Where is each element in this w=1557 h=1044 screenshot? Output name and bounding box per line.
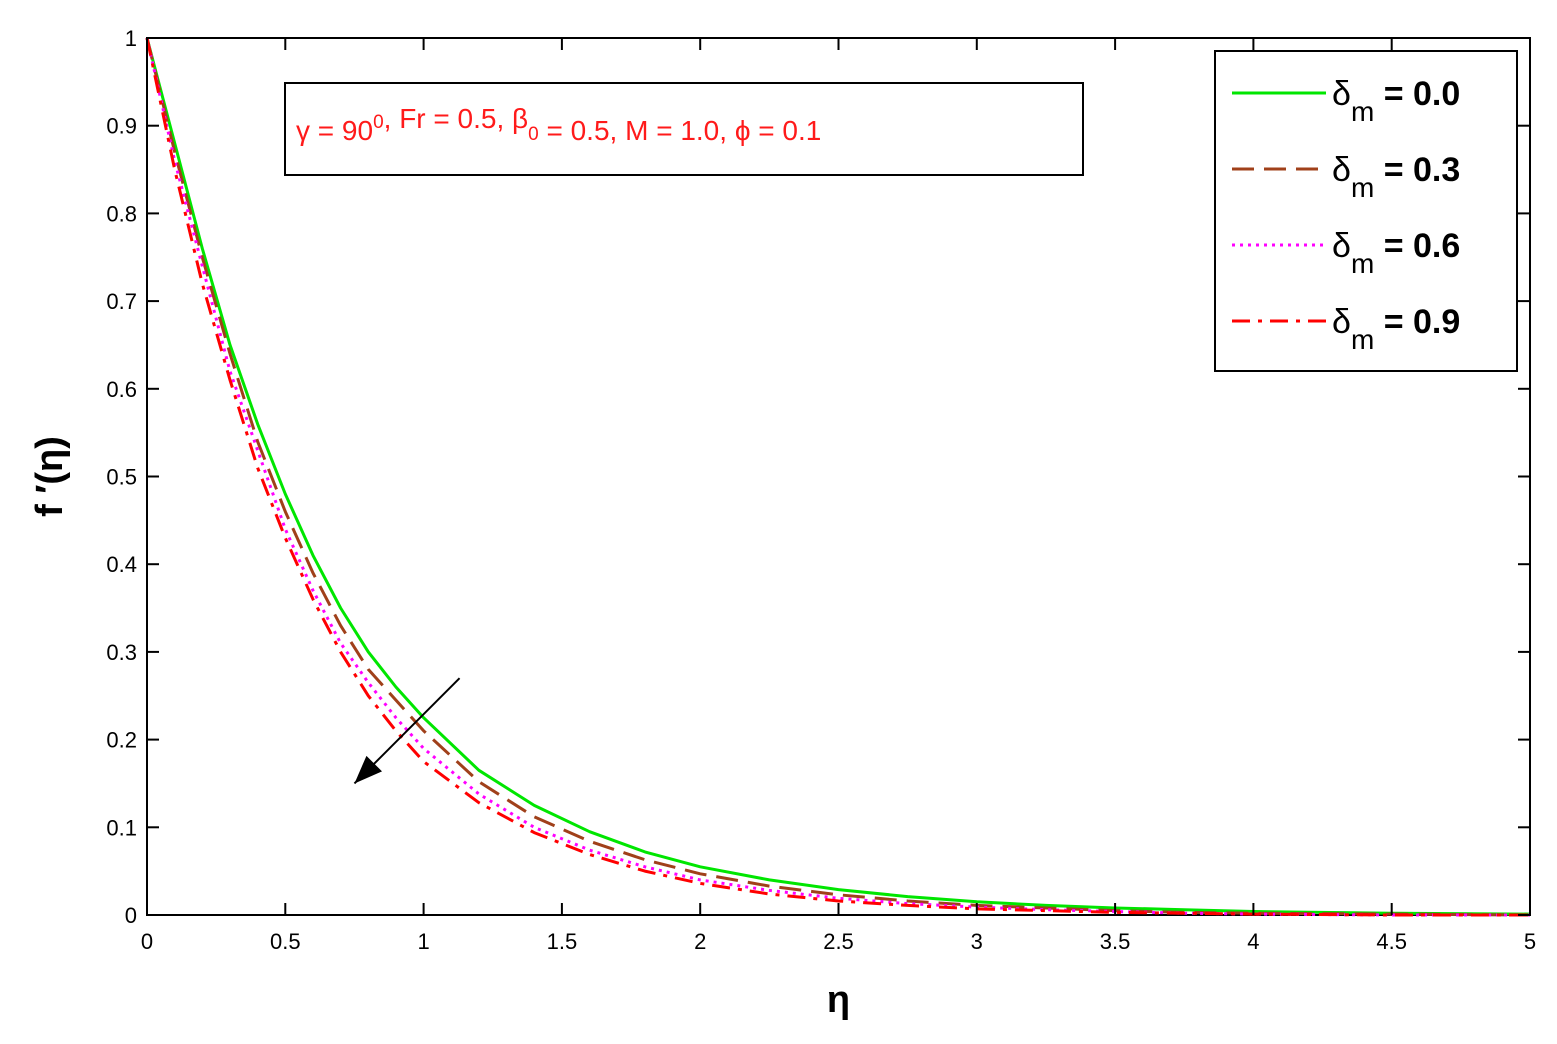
legend-value: = 0.9: [1374, 303, 1460, 341]
y-tick-label: 1: [125, 26, 137, 51]
series-line-2: [145, 37, 1530, 917]
x-tick-label: 1.5: [547, 929, 578, 954]
x-tick-label: 4.5: [1376, 929, 1407, 954]
annotation-part: = 0.5, M = 1.0, ϕ = 0.1: [539, 115, 822, 146]
series-layer: [145, 37, 1531, 917]
legend-value: = 0.3: [1374, 151, 1460, 189]
y-tick-label: 0.5: [106, 465, 137, 490]
y-tick-label: 0: [125, 903, 137, 928]
y-tick-label: 0.2: [106, 728, 137, 753]
trend-arrow: [353, 677, 461, 785]
legend-subscript: m: [1351, 96, 1374, 127]
legend: δm = 0.0δm = 0.3δm = 0.6δm = 0.9: [1214, 50, 1518, 372]
annotation-box: [284, 82, 1084, 176]
legend-symbol: δ: [1332, 75, 1351, 113]
y-tick-label: 0.1: [106, 815, 137, 840]
legend-value: = 0.6: [1374, 227, 1460, 265]
legend-label-0: δm = 0.0: [1332, 75, 1460, 127]
series-line-0: [145, 37, 1531, 916]
series-line-3: [145, 37, 1530, 917]
annotation-part: 0: [528, 124, 539, 145]
y-tick-label: 0.8: [106, 201, 137, 226]
legend-symbol: δ: [1332, 151, 1351, 189]
x-tick-label: 3: [971, 929, 983, 954]
x-tick-label: 2.5: [823, 929, 854, 954]
parameter-annotation: γ = 900, Fr = 0.5, β0 = 0.5, M = 1.0, ϕ …: [284, 82, 1084, 176]
legend-label-3: δm = 0.9: [1332, 303, 1460, 355]
y-tick-label: 0.9: [106, 114, 137, 139]
annotation-text: γ = 900, Fr = 0.5, β0 = 0.5, M = 1.0, ϕ …: [296, 103, 821, 146]
annotation-part: , Fr = 0.5, β: [384, 103, 528, 134]
y-tick-label: 0.3: [106, 640, 137, 665]
x-tick-label: 2: [694, 929, 706, 954]
annotation-part: γ = 90: [296, 115, 373, 146]
series-line-1: [145, 37, 1531, 917]
legend-symbol: δ: [1332, 303, 1351, 341]
y-tick-label: 0.7: [106, 289, 137, 314]
axis-ticks: 0 0.5 1 1.5 2 2.5 3 3.5 4 4.5 5 0 0.1 0.2 0.3 0.4 0.5 0.6…: [106, 26, 1536, 954]
x-tick-label: 4: [1247, 929, 1259, 954]
arrow-head: [354, 755, 383, 784]
legend-subscript: m: [1351, 248, 1374, 279]
legend-label-2: δm = 0.6: [1332, 227, 1460, 279]
x-tick-label: 0.5: [270, 929, 301, 954]
legend-value: = 0.0: [1374, 75, 1460, 113]
y-axis-title: f ′(η): [29, 436, 71, 517]
legend-symbol: δ: [1332, 227, 1351, 265]
legend-box: [1214, 50, 1518, 372]
legend-label-1: δm = 0.3: [1332, 151, 1460, 203]
legend-subscript: m: [1351, 172, 1374, 203]
y-tick-label: 0.4: [106, 552, 137, 577]
legend-subscript: m: [1351, 324, 1374, 355]
x-tick-label: 0: [141, 929, 153, 954]
x-tick-label: 3.5: [1100, 929, 1131, 954]
x-axis-title: η: [827, 979, 850, 1021]
annotation-part: 0: [373, 112, 384, 133]
y-tick-label: 0.6: [106, 377, 137, 402]
x-tick-label: 1: [417, 929, 429, 954]
x-tick-label: 5: [1524, 929, 1536, 954]
